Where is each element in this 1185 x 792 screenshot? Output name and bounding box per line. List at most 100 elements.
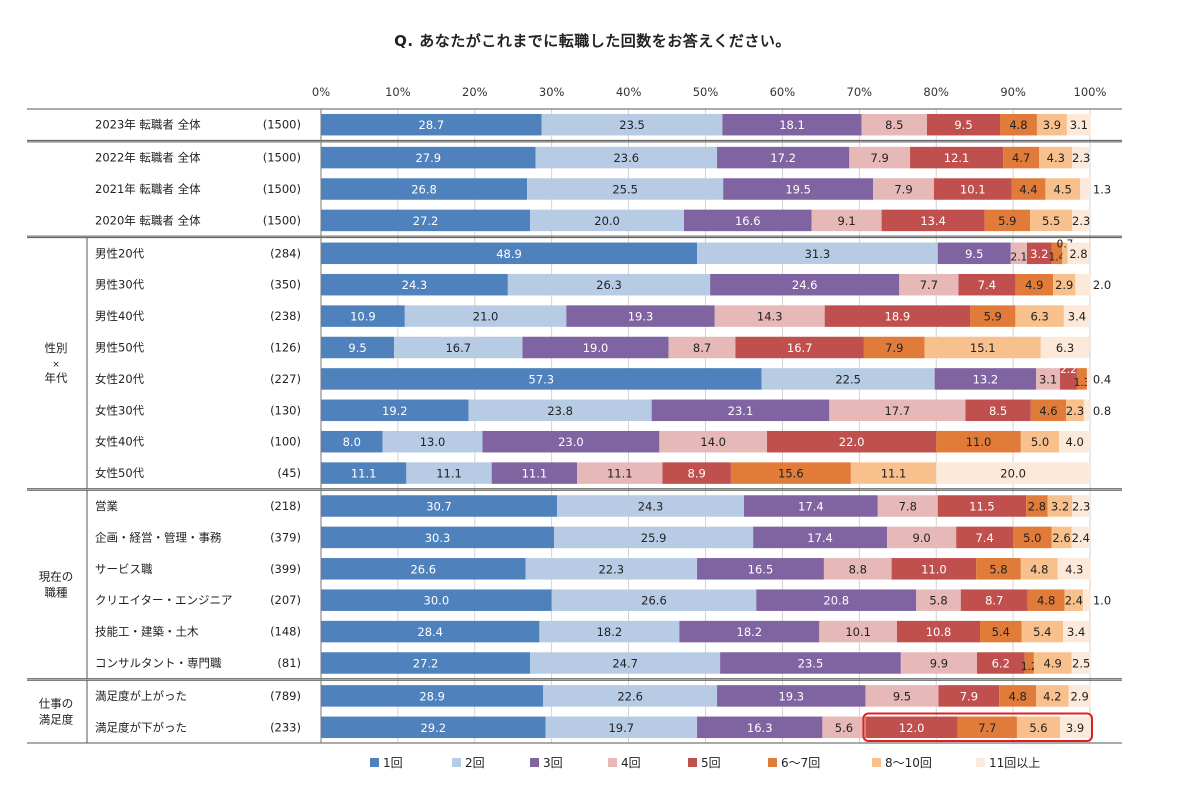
data-label: 7.7	[978, 721, 996, 735]
bar-segment	[321, 652, 531, 674]
bar-segment	[1030, 399, 1067, 422]
data-label: 29.2	[420, 721, 446, 735]
bar-segment	[321, 620, 540, 643]
legend-swatch	[608, 758, 617, 767]
data-label: 28.9	[419, 689, 445, 703]
data-label: 4.5	[1054, 183, 1072, 197]
bar-segment	[662, 462, 731, 484]
data-label: 24.7	[612, 657, 638, 671]
data-label: 4.3	[1065, 562, 1083, 576]
data-label: 57.3	[529, 372, 555, 386]
bar-segment	[321, 242, 698, 265]
data-label: 20.0	[594, 214, 620, 228]
data-label: 18.9	[885, 310, 911, 324]
bar-segment	[1062, 242, 1068, 265]
legend-label: 3回	[543, 756, 563, 770]
bar-segment	[916, 589, 961, 611]
data-label: 23.0	[558, 435, 584, 449]
data-label: 0.8	[1093, 404, 1111, 418]
data-label: 9.9	[930, 657, 948, 671]
data-label: 2.3	[1072, 151, 1090, 165]
row-label: 満足度が上がった	[95, 689, 187, 703]
data-label: 10.1	[845, 625, 871, 639]
bar-segment	[984, 209, 1031, 232]
bar-segment	[850, 462, 937, 484]
bar-segment	[406, 462, 492, 484]
group-label: 現在の	[39, 570, 74, 584]
data-label: 23.6	[613, 151, 639, 165]
bar-segment	[1075, 273, 1091, 296]
row-sample-size: (148)	[270, 625, 301, 639]
row-label: 満足度が下がった	[95, 720, 187, 734]
bar-segment	[936, 430, 1021, 453]
row-label: 2023年 転職者 全体	[95, 118, 201, 132]
row-label: 男性40代	[95, 309, 145, 323]
legend-label: 8〜10回	[885, 756, 932, 770]
legend-item: 11回以上	[976, 754, 1040, 771]
row-sample-size: (1500)	[263, 182, 301, 196]
data-label: 4.4	[1019, 183, 1037, 197]
data-label: 16.5	[748, 562, 774, 576]
data-label: 4.0	[1065, 435, 1083, 449]
data-label: 8.5	[885, 118, 903, 132]
bar-segment	[1020, 558, 1058, 580]
bar-segment	[491, 462, 578, 484]
row-label: 2022年 転職者 全体	[95, 151, 201, 165]
bar-segment	[1080, 178, 1090, 200]
data-label: 2.4	[1065, 594, 1083, 608]
legend-item: 6〜7回	[768, 754, 820, 771]
data-label: 3.4	[1067, 625, 1085, 639]
bar-segment	[659, 430, 768, 453]
data-label: 19.2	[382, 404, 408, 418]
row-label: 女性20代	[95, 372, 145, 386]
bar-segment	[321, 336, 395, 359]
legend-label: 11回以上	[989, 756, 1041, 770]
data-label: 7.9	[871, 151, 889, 165]
row-sample-size: (238)	[270, 309, 301, 323]
bar-segment	[900, 652, 977, 674]
data-label: 9.5	[954, 118, 972, 132]
data-label: 14.0	[700, 435, 726, 449]
data-label: 1.0	[1093, 594, 1111, 608]
bar-segment	[756, 589, 917, 611]
data-label: 30.3	[425, 531, 451, 545]
group-label: 職種	[45, 586, 68, 600]
bar-segment	[321, 209, 531, 232]
bar-segment	[1015, 273, 1054, 296]
data-label: 5.5	[1042, 214, 1060, 228]
data-label: 24.6	[792, 278, 818, 292]
data-label: 2.9	[1070, 689, 1088, 703]
row-sample-size: (130)	[270, 403, 301, 417]
data-label: 17.4	[798, 500, 824, 514]
x-tick-label: 0%	[312, 85, 330, 99]
row-sample-size: (233)	[270, 720, 301, 734]
data-label: 8.5	[989, 404, 1007, 418]
bar-segment	[819, 620, 897, 643]
bar-segment	[321, 589, 552, 611]
bar-segment	[541, 113, 723, 136]
bar-segment	[891, 558, 977, 580]
bar-segment	[1068, 685, 1091, 707]
data-label: 11.0	[966, 435, 992, 449]
bar-segment	[829, 399, 966, 422]
bar-segment	[535, 146, 718, 169]
data-label: 4.6	[1039, 404, 1057, 418]
bar-segment	[1016, 716, 1061, 739]
data-label: 11.1	[351, 467, 377, 481]
data-label: 16.7	[445, 341, 471, 355]
row-label: 女性40代	[95, 435, 145, 449]
bar-segment	[863, 336, 925, 359]
bar-segment	[321, 685, 544, 707]
bar-segment	[679, 620, 820, 643]
data-label: 5.9	[984, 310, 1002, 324]
bar-segment	[896, 620, 981, 643]
x-tick-label: 60%	[770, 85, 796, 99]
data-label: 5.8	[929, 594, 947, 608]
bar-segment	[938, 685, 1000, 707]
data-label: 23.8	[547, 404, 573, 418]
row-sample-size: (1500)	[263, 213, 301, 227]
data-label: 8.9	[688, 467, 706, 481]
bar-segment	[1036, 685, 1069, 707]
data-label: 15.1	[970, 341, 996, 355]
